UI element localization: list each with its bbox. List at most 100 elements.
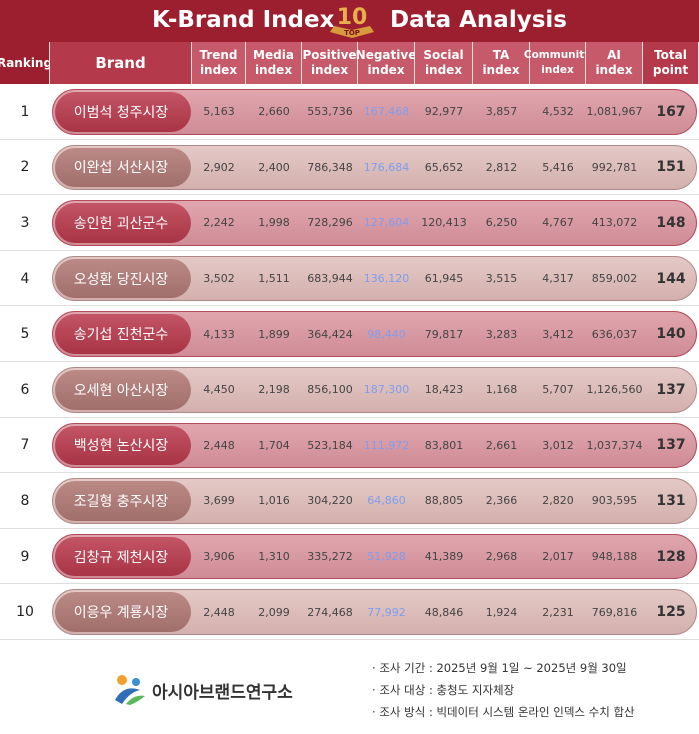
value-cell: 1,081,967 bbox=[586, 105, 643, 119]
value-cell: 1,016 bbox=[258, 494, 290, 508]
value-cell: 83,801 bbox=[424, 438, 464, 452]
brand-pill bbox=[55, 203, 191, 243]
value-cell: 136,120 bbox=[363, 272, 410, 286]
rank: 6 bbox=[20, 381, 30, 398]
value-cell: 111,972 bbox=[363, 438, 410, 452]
value-cell: 1,511 bbox=[258, 272, 290, 286]
brand-pill bbox=[55, 92, 191, 132]
value-cell: 79,817 bbox=[424, 327, 464, 341]
value-cell: 5,707 bbox=[542, 383, 574, 397]
row-line bbox=[0, 194, 699, 196]
value-cell: 1,168 bbox=[485, 383, 518, 397]
value-cell: 992,781 bbox=[591, 160, 638, 174]
value-cell: 523,184 bbox=[307, 438, 353, 452]
brand-name: 조길형 충주시장 bbox=[73, 493, 169, 510]
value-cell: 41,389 bbox=[424, 550, 464, 564]
value-cell: 144 bbox=[656, 270, 686, 287]
badge-text: TOP bbox=[344, 29, 360, 37]
value-cell: 903,595 bbox=[591, 494, 638, 508]
value-cell: 1,924 bbox=[485, 605, 518, 619]
value-cell: 3,412 bbox=[542, 327, 574, 341]
value-cell: 2,231 bbox=[542, 605, 574, 619]
row-line bbox=[0, 138, 699, 140]
value-cell: 3,012 bbox=[542, 438, 574, 452]
brand-pill bbox=[55, 425, 191, 466]
value-cell: 137 bbox=[656, 437, 686, 454]
value-cell: 88,805 bbox=[424, 494, 464, 508]
value-cell: 335,272 bbox=[307, 550, 353, 564]
column-header: Social index bbox=[415, 42, 473, 84]
value-cell: 2,448 bbox=[203, 438, 235, 452]
value-cell: 120,413 bbox=[421, 216, 467, 230]
brand-pill bbox=[55, 258, 191, 299]
value-cell: 3,502 bbox=[203, 272, 235, 286]
value-cell: 364,424 bbox=[307, 327, 353, 341]
badge-number: 10 bbox=[337, 5, 368, 30]
value-cell: 18,423 bbox=[424, 383, 464, 397]
value-cell: 553,736 bbox=[307, 105, 353, 119]
value-cell: 4,317 bbox=[542, 272, 574, 286]
value-cell: 274,468 bbox=[307, 605, 353, 619]
value-cell: 769,816 bbox=[591, 605, 638, 619]
value-cell: 683,944 bbox=[307, 272, 353, 286]
note: 조사 방식 : 빅데이터 시스템 온라인 인덱스 수치 합산 bbox=[372, 704, 634, 720]
brand-name: 이응우 계룡시장 bbox=[73, 605, 169, 622]
title-right: Data Analysis bbox=[390, 7, 567, 33]
value-cell: 98,440 bbox=[367, 327, 406, 341]
column-header: Positive index bbox=[302, 42, 358, 84]
value-cell: 151 bbox=[656, 159, 686, 176]
rank: 10 bbox=[16, 604, 34, 621]
value-cell: 148 bbox=[656, 214, 686, 231]
brand-pill bbox=[55, 314, 191, 354]
value-cell: 2,198 bbox=[258, 383, 290, 397]
value-cell: 3,857 bbox=[485, 105, 518, 119]
value-cell: 948,188 bbox=[591, 550, 638, 564]
column-header: AI index bbox=[586, 42, 643, 84]
column-header: Total point bbox=[643, 42, 699, 84]
rank: 5 bbox=[20, 326, 30, 343]
value-cell: 167,468 bbox=[363, 105, 410, 119]
value-cell: 2,812 bbox=[485, 160, 518, 174]
value-cell: 2,968 bbox=[485, 550, 518, 564]
value-cell: 6,250 bbox=[485, 216, 518, 230]
value-cell: 3,906 bbox=[203, 550, 235, 564]
title-bar: K-Brand Index 10 TOP Data Analysis bbox=[0, 0, 699, 42]
row-line bbox=[0, 416, 699, 418]
value-cell: 1,998 bbox=[258, 216, 290, 230]
value-cell: 2,448 bbox=[203, 605, 235, 619]
value-cell: 48,846 bbox=[424, 605, 464, 619]
value-cell: 2,902 bbox=[203, 160, 235, 174]
logo-icon bbox=[115, 675, 145, 705]
rank: 4 bbox=[20, 270, 30, 287]
brand-name: 오성환 당진시장 bbox=[73, 271, 169, 288]
brand-pill bbox=[55, 481, 191, 521]
column-header: Negative index bbox=[356, 42, 416, 84]
value-cell: 4,532 bbox=[542, 105, 574, 119]
value-cell: 167 bbox=[656, 103, 686, 120]
brand-pill bbox=[55, 147, 191, 188]
brand-name: 이완섭 서산시장 bbox=[73, 160, 169, 177]
value-cell: 187,300 bbox=[363, 383, 410, 397]
row-line bbox=[0, 472, 699, 474]
value-cell: 1,704 bbox=[258, 438, 290, 452]
value-cell: 859,002 bbox=[591, 272, 638, 286]
value-cell: 2,099 bbox=[258, 605, 290, 619]
row-line bbox=[0, 361, 699, 362]
row-line bbox=[0, 305, 699, 307]
value-cell: 77,992 bbox=[367, 605, 406, 619]
title-left: K-Brand Index bbox=[152, 7, 335, 33]
value-cell: 61,945 bbox=[424, 272, 464, 286]
rank: 8 bbox=[20, 492, 30, 509]
value-cell: 856,100 bbox=[307, 383, 353, 397]
value-cell: 127,604 bbox=[363, 216, 410, 230]
value-cell: 2,661 bbox=[485, 438, 518, 452]
brand-name: 백성현 논산시장 bbox=[73, 438, 169, 455]
value-cell: 636,037 bbox=[591, 327, 638, 341]
value-cell: 3,283 bbox=[485, 327, 518, 341]
brand-pill bbox=[55, 536, 191, 577]
value-cell: 4,450 bbox=[203, 383, 235, 397]
value-cell: 4,767 bbox=[542, 216, 574, 230]
brand-pill bbox=[55, 370, 191, 410]
badge: 10 TOP bbox=[330, 5, 374, 38]
